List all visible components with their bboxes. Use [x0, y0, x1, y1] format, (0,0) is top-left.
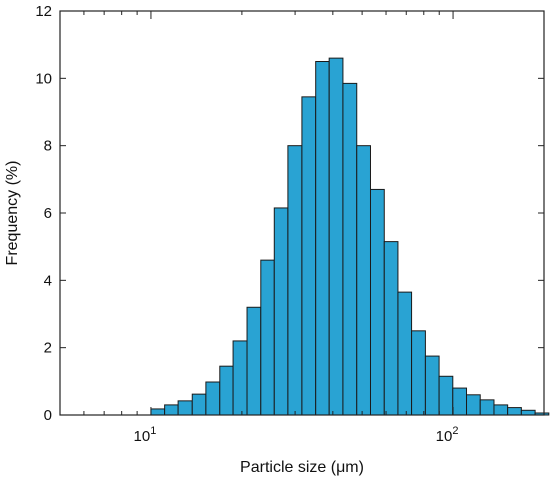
x-axis-title: Particle size (μm) [240, 459, 364, 476]
x-tick-label-exponent: 2 [452, 425, 458, 437]
histogram-bar [328, 57, 344, 416]
histogram-bar [493, 404, 509, 416]
y-tick-label: 12 [35, 3, 52, 20]
histogram-bar [191, 393, 207, 416]
histogram-bar [315, 61, 330, 416]
histogram-bar [287, 145, 303, 416]
bars-layer [150, 57, 550, 416]
histogram-bar [507, 407, 522, 416]
y-tick-label: 2 [44, 340, 52, 357]
histogram-bar [342, 82, 358, 416]
y-tick-label: 10 [35, 70, 52, 87]
y-tick-label: 8 [44, 138, 52, 155]
x-tick-label-exponent: 1 [150, 425, 156, 437]
plot-frame [59, 10, 545, 416]
histogram-bar [260, 259, 275, 416]
histogram-bar [273, 207, 289, 416]
histogram-bar [383, 241, 399, 416]
histogram-bar [219, 365, 234, 416]
histogram-bar [370, 188, 385, 416]
y-tick-label: 6 [44, 205, 52, 222]
y-axis-title: Frequency (%) [4, 161, 21, 266]
y-tick-label: 0 [44, 407, 52, 424]
histogram-bar [397, 291, 413, 416]
histogram-bar [438, 375, 454, 416]
histogram-bar [164, 404, 179, 416]
histogram-bar [424, 355, 440, 416]
histogram-bar [246, 306, 262, 416]
histogram-bar [205, 381, 221, 416]
histogram-bar [177, 400, 193, 416]
x-tick-label-base: 10 [436, 428, 453, 445]
histogram-bar [301, 96, 317, 416]
histogram-bar [411, 330, 426, 416]
x-tick-label-base: 10 [134, 428, 151, 445]
histogram-bar [356, 145, 371, 416]
histogram-bar [452, 387, 468, 416]
histogram-bar [479, 399, 495, 416]
histogram-bar [520, 409, 536, 416]
x-tick-label: 101 [134, 425, 157, 445]
histogram-bar [466, 394, 481, 416]
histogram-bar [232, 340, 248, 416]
histogram-bar [150, 408, 166, 416]
y-tick-label: 4 [44, 272, 52, 289]
x-tick-label: 102 [436, 425, 459, 445]
